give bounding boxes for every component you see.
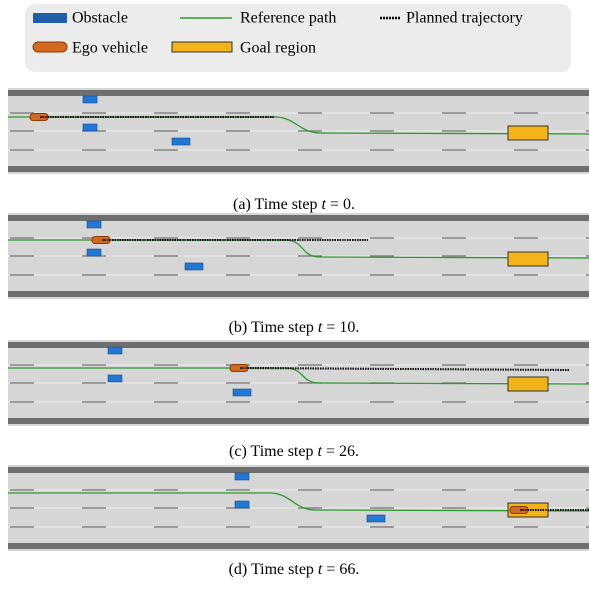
legend-label: Obstacle [72,10,128,27]
caption-value: = 26. [326,443,359,460]
caption-variable: t [318,319,323,336]
caption: (b) Time step t = 10. [229,319,360,336]
caption-value: = 10. [326,319,359,336]
road-border [8,543,589,549]
obstacle [87,221,101,228]
obstacle [87,249,101,256]
road-border [8,467,589,473]
caption-prefix: (b) Time step [229,319,314,336]
caption-variable: t [321,196,326,213]
caption-prefix: (a) Time step [233,196,317,213]
scenario-panel [8,88,589,174]
obstacle [108,347,122,354]
road-border [8,342,589,348]
obstacle [172,138,190,145]
road-border [8,90,589,96]
obstacle [83,96,97,103]
obstacle [235,501,249,508]
scenario-panel [8,213,589,299]
goal-region [508,252,548,266]
obstacle [108,375,122,382]
caption: (d) Time step t = 66. [229,561,360,578]
scenario-panel [8,465,589,551]
obstacle [233,389,251,396]
legend-label: Goal region [240,40,316,57]
caption-value: = 66. [326,561,359,578]
scenario-panel [8,340,589,426]
road-border [8,418,589,424]
obstacle [83,124,97,131]
caption: (c) Time step t = 26. [229,443,359,460]
legend-label: Ego vehicle [72,40,148,57]
goal-region [508,126,548,140]
caption-variable: t [318,561,323,578]
obstacle [185,263,203,270]
goal-region [508,377,548,391]
road-border [8,166,589,172]
obstacle [367,515,385,522]
road-border [8,291,589,297]
caption: (a) Time step t = 0. [233,196,355,213]
road-border [8,215,589,221]
caption-prefix: (c) Time step [229,443,313,460]
figure: Obstacle Reference path Planned trajecto… [0,0,589,591]
legend-obstacle-icon [33,13,67,23]
obstacle [235,473,249,480]
legend-goal-icon [172,42,232,52]
caption-variable: t [317,443,322,460]
legend-ego-icon [33,42,67,52]
legend-label: Planned trajectory [406,10,523,27]
legend-label: Reference path [240,10,336,27]
caption-value: = 0. [330,196,355,213]
caption-prefix: (d) Time step [229,561,314,578]
